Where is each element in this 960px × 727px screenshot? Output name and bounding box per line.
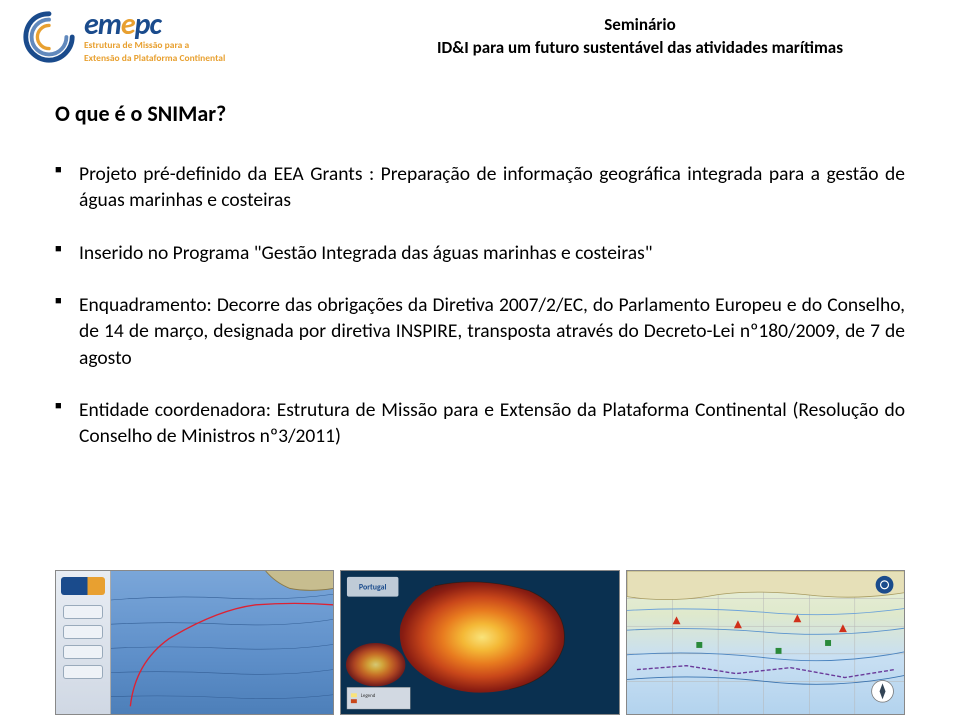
images-row: Portugal Legend (55, 570, 905, 715)
logo-text-main: emepc (84, 11, 225, 38)
map2-bg: Portugal Legend (341, 571, 618, 714)
svg-text:Legend: Legend (361, 693, 376, 699)
map1-sea (111, 571, 333, 714)
slide-title: O que é o SNIMar? (55, 100, 905, 127)
map1-button (63, 645, 103, 659)
map1-lines-icon (111, 571, 333, 711)
bullet-item: Entidade coordenadora: Estrutura de Miss… (55, 397, 905, 450)
map2-heatmap-icon: Portugal Legend (341, 571, 618, 714)
logo-em: em (84, 6, 121, 43)
bullet-item: Enquadramento: Decorre das obrigações da… (55, 292, 905, 371)
logo-subtitle-1: Estrutura de Missão para a (84, 40, 225, 50)
logo-swirl-icon (20, 8, 78, 66)
seminar-subtitle: ID&I para um futuro sustentável das ativ… (340, 37, 940, 58)
seminar-title: Seminário (340, 14, 940, 35)
slide-header: emepc Estrutura de Missão para a Extensã… (0, 0, 960, 90)
bullet-item: Projeto pré-definido da EEA Grants : Pre… (55, 161, 905, 214)
map-panel-2: Portugal Legend (340, 570, 619, 715)
svg-text:Portugal: Portugal (359, 583, 387, 593)
logo-subtitle-2: Extensão da Plataforma Continental (84, 53, 225, 63)
map-panel-1 (55, 570, 334, 715)
map1-button (63, 625, 103, 639)
logo-block: emepc Estrutura de Missão para a Extensã… (20, 8, 340, 66)
header-right: Seminário ID&I para um futuro sustentáve… (340, 8, 940, 58)
bullet-list: Projeto pré-definido da EEA Grants : Pre… (55, 161, 905, 450)
slide-content: O que é o SNIMar? Projeto pré-definido d… (0, 90, 960, 450)
logo-text-group: emepc Estrutura de Missão para a Extensã… (84, 11, 225, 63)
logo-e2: e (121, 6, 135, 43)
map3-bg (627, 571, 904, 714)
map3-chart-icon (627, 571, 904, 714)
bullet-item: Inserido no Programa "Gestão Integrada d… (55, 240, 905, 266)
map-panel-3 (626, 570, 905, 715)
map1-sidebar (56, 571, 111, 714)
map1-button (63, 665, 103, 679)
map1-logo-icon (61, 577, 105, 595)
map1-button (63, 605, 103, 619)
logo-pc: pc (135, 6, 161, 43)
